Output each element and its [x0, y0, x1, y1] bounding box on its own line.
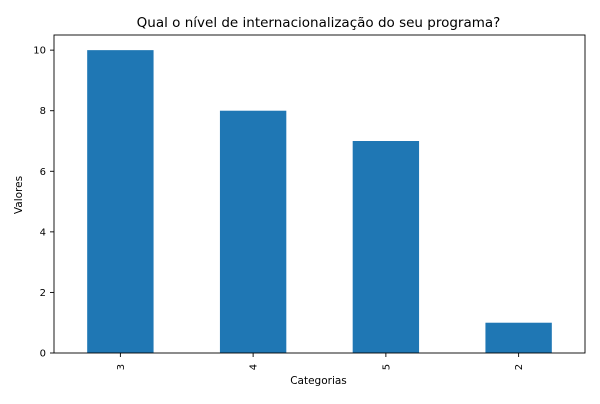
y-tick-label: 2 [40, 288, 46, 299]
bar-3 [87, 50, 154, 354]
bar-5 [352, 141, 420, 353]
y-tick-label: 6 [40, 167, 46, 178]
y-tick-label: 8 [40, 106, 46, 117]
x-tick-label: 3 [116, 364, 127, 370]
x-axis-label: Categorias [290, 375, 347, 387]
y-tick-label: 10 [33, 46, 46, 57]
plot-area: 0 2 4 6 8 10 3 4 5 2 [33, 34, 586, 370]
chart-title: Qual o nível de internacionalização do s… [137, 15, 501, 31]
y-axis-label: Valores [13, 176, 25, 214]
y-tick-label: 0 [40, 349, 46, 360]
bar-4 [219, 110, 287, 353]
y-tick-label: 4 [40, 227, 46, 238]
bar-2 [485, 322, 552, 353]
x-tick-label: 5 [381, 364, 392, 370]
plot-frame [53, 34, 586, 354]
x-tick-label: 4 [249, 364, 260, 370]
x-tick-label: 2 [514, 364, 525, 370]
